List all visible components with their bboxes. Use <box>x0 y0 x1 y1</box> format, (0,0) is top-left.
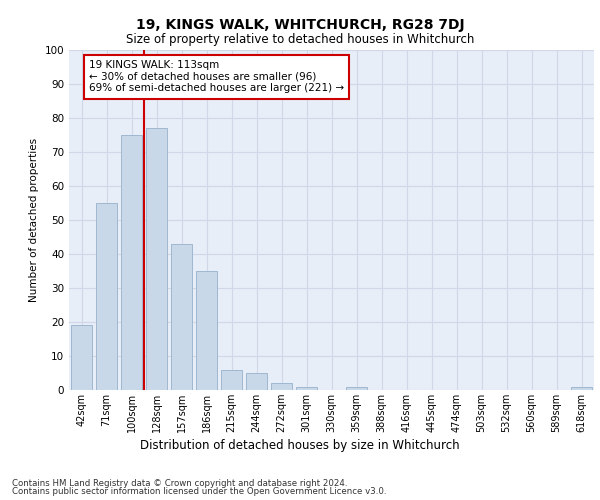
Bar <box>271 383 292 390</box>
Bar <box>346 386 367 390</box>
Bar <box>96 203 117 390</box>
Bar <box>296 386 317 390</box>
Text: 19 KINGS WALK: 113sqm
← 30% of detached houses are smaller (96)
69% of semi-deta: 19 KINGS WALK: 113sqm ← 30% of detached … <box>89 60 344 94</box>
Text: Size of property relative to detached houses in Whitchurch: Size of property relative to detached ho… <box>126 32 474 46</box>
Text: Contains public sector information licensed under the Open Government Licence v3: Contains public sector information licen… <box>12 487 386 496</box>
Bar <box>71 326 92 390</box>
Text: Distribution of detached houses by size in Whitchurch: Distribution of detached houses by size … <box>140 440 460 452</box>
Bar <box>171 244 192 390</box>
Text: 19, KINGS WALK, WHITCHURCH, RG28 7DJ: 19, KINGS WALK, WHITCHURCH, RG28 7DJ <box>136 18 464 32</box>
Text: Contains HM Land Registry data © Crown copyright and database right 2024.: Contains HM Land Registry data © Crown c… <box>12 478 347 488</box>
Bar <box>571 386 592 390</box>
Bar <box>146 128 167 390</box>
Bar <box>221 370 242 390</box>
Bar <box>121 135 142 390</box>
Y-axis label: Number of detached properties: Number of detached properties <box>29 138 39 302</box>
Bar <box>246 373 267 390</box>
Bar <box>196 271 217 390</box>
